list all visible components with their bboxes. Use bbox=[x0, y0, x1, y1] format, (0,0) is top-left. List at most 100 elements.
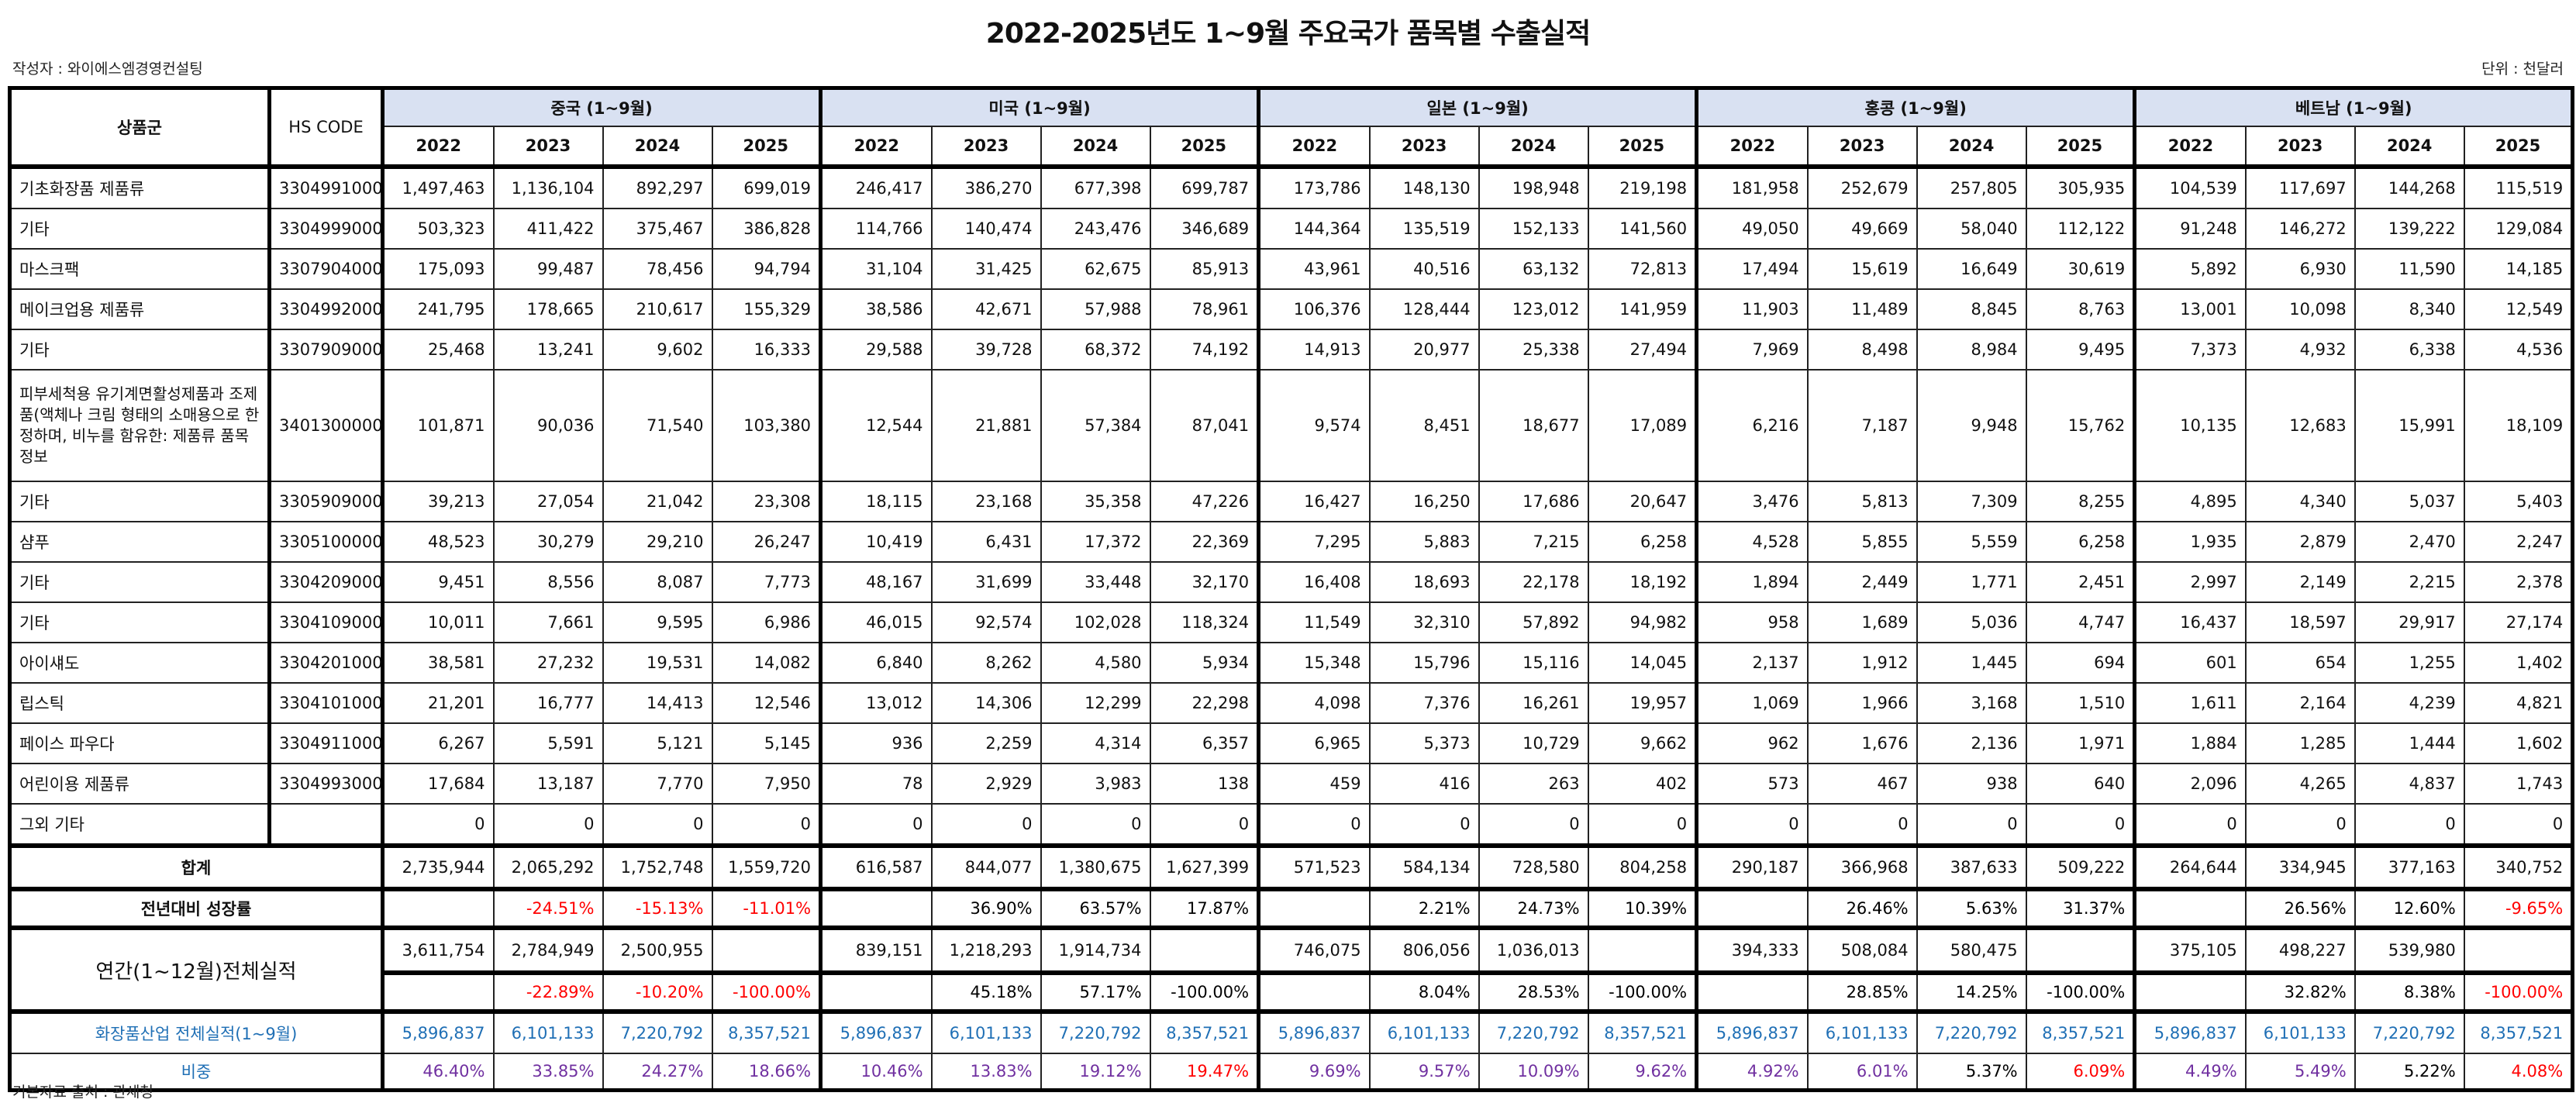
value-cell: 12,544 bbox=[819, 369, 933, 482]
value-cell: 5,591 bbox=[492, 722, 604, 764]
value-cell: 654 bbox=[2244, 642, 2356, 684]
value-cell: 16,261 bbox=[1478, 682, 1589, 724]
industry-row: 화장품산업 전체실적(1~9월) 5,896,837 6,101,133 7,220,… bbox=[9, 1009, 2574, 1054]
value-cell: 155,329 bbox=[711, 288, 822, 330]
share-value: 5.49% bbox=[2244, 1053, 2356, 1091]
growth-value: 36.90% bbox=[930, 887, 1042, 929]
annual-growth-row: -22.89% -10.20% -100.00% 45.18% 57.17% -100.0… bbox=[10, 970, 2574, 1012]
product-name: 어린이용 제품류 bbox=[9, 763, 271, 805]
value-cell: 43,961 bbox=[1257, 248, 1371, 290]
share-value: 4.49% bbox=[2133, 1053, 2247, 1091]
value-cell: 2,470 bbox=[2354, 521, 2465, 563]
value-cell: 0 bbox=[2463, 803, 2574, 846]
value-cell: 2,164 bbox=[2244, 682, 2356, 724]
annual-value bbox=[711, 925, 822, 974]
value-cell: 8,498 bbox=[1806, 329, 1918, 371]
share-value: 5.22% bbox=[2354, 1053, 2465, 1091]
value-cell: 5,036 bbox=[1916, 601, 2027, 643]
value-cell: 3,476 bbox=[1695, 481, 1809, 522]
value-cell: 18,115 bbox=[819, 481, 933, 522]
value-cell: 0 bbox=[492, 803, 604, 846]
value-cell: 23,168 bbox=[930, 481, 1042, 522]
value-cell: 4,239 bbox=[2354, 682, 2465, 724]
industry-value: 5,896,837 bbox=[2133, 1009, 2247, 1054]
value-cell: 2,247 bbox=[2463, 521, 2574, 563]
industry-value: 7,220,792 bbox=[2354, 1009, 2465, 1054]
hs-code: 3304209000 bbox=[267, 561, 384, 603]
value-cell: 38,581 bbox=[381, 642, 495, 684]
table-row: 페이스 파우다 3304911000 6,267 5,591 5,121 5,145 936… bbox=[9, 722, 2574, 764]
value-cell: 15,348 bbox=[1257, 642, 1371, 684]
industry-value: 6,101,133 bbox=[930, 1009, 1042, 1054]
author-label: 작성자 : 와이에스엠경영컨설팅 bbox=[12, 60, 203, 78]
industry-value: 7,220,792 bbox=[1040, 1009, 1151, 1054]
value-cell: 0 bbox=[1806, 803, 1918, 846]
total-value: 616,587 bbox=[819, 843, 933, 890]
value-cell: 117,697 bbox=[2244, 164, 2356, 209]
value-cell: 178,665 bbox=[492, 288, 604, 330]
value-cell: 243,476 bbox=[1040, 208, 1151, 250]
value-cell: 6,965 bbox=[1257, 722, 1371, 764]
value-cell: 16,408 bbox=[1257, 561, 1371, 603]
value-cell: 1,402 bbox=[2463, 642, 2574, 684]
industry-value: 6,101,133 bbox=[492, 1009, 604, 1054]
value-cell: 102,028 bbox=[1040, 601, 1151, 643]
growth-label: 전년대비 성장률 bbox=[9, 887, 384, 929]
value-cell: 152,133 bbox=[1478, 208, 1589, 250]
value-cell: 15,991 bbox=[2354, 369, 2465, 482]
value-cell: 57,384 bbox=[1040, 369, 1151, 482]
value-cell: 38,586 bbox=[819, 288, 933, 330]
value-cell: 4,265 bbox=[2244, 763, 2356, 805]
product-name: 기타 bbox=[9, 601, 271, 643]
total-value: 387,633 bbox=[1916, 843, 2027, 890]
industry-value: 7,220,792 bbox=[1916, 1009, 2027, 1054]
value-cell: 0 bbox=[2025, 803, 2136, 846]
value-cell: 14,045 bbox=[1587, 642, 1698, 684]
total-value: 1,559,720 bbox=[711, 843, 822, 890]
value-cell: 173,786 bbox=[1257, 164, 1371, 209]
value-cell: 2,449 bbox=[1806, 561, 1918, 603]
value-cell: 10,011 bbox=[381, 601, 495, 643]
value-cell: 22,298 bbox=[1149, 682, 1260, 724]
value-cell: 257,805 bbox=[1916, 164, 2027, 209]
value-cell: 78 bbox=[819, 763, 933, 805]
value-cell: 402 bbox=[1587, 763, 1698, 805]
value-cell: 699,787 bbox=[1149, 164, 1260, 209]
value-cell: 85,913 bbox=[1149, 248, 1260, 290]
value-cell: 2,929 bbox=[930, 763, 1042, 805]
growth-value bbox=[381, 887, 495, 929]
value-cell: 20,977 bbox=[1368, 329, 1480, 371]
total-value: 2,735,944 bbox=[381, 843, 495, 890]
value-cell: 42,671 bbox=[930, 288, 1042, 330]
growth-value bbox=[1695, 887, 1809, 929]
year-header: 2024 bbox=[602, 126, 713, 167]
growth-value: -24.51% bbox=[492, 887, 604, 929]
industry-value: 6,101,133 bbox=[1806, 1009, 1918, 1054]
value-cell: 9,595 bbox=[602, 601, 713, 643]
value-cell: 25,338 bbox=[1478, 329, 1589, 371]
value-cell: 252,679 bbox=[1806, 164, 1918, 209]
value-cell: 18,693 bbox=[1368, 561, 1480, 603]
value-cell: 12,546 bbox=[711, 682, 822, 724]
value-cell: 7,950 bbox=[711, 763, 822, 805]
value-cell: 8,556 bbox=[492, 561, 604, 603]
value-cell: 10,098 bbox=[2244, 288, 2356, 330]
value-cell: 0 bbox=[2133, 803, 2247, 846]
value-cell: 144,364 bbox=[1257, 208, 1371, 250]
value-cell: 1,935 bbox=[2133, 521, 2247, 563]
country-header: 홍콩 (1~9월) bbox=[1695, 87, 2136, 127]
value-cell: 175,093 bbox=[381, 248, 495, 290]
growth-value: 10.39% bbox=[1587, 887, 1698, 929]
total-value: 844,077 bbox=[930, 843, 1042, 890]
value-cell: 9,662 bbox=[1587, 722, 1698, 764]
annual-growth-value: 28.53% bbox=[1478, 970, 1589, 1012]
value-cell: 7,661 bbox=[492, 601, 604, 643]
annual-growth-value: -10.20% bbox=[602, 970, 713, 1012]
hs-code: 3304109000 bbox=[267, 601, 384, 643]
value-cell: 29,210 bbox=[602, 521, 713, 563]
value-cell: 9,574 bbox=[1257, 369, 1371, 482]
year-header: 2023 bbox=[2244, 126, 2356, 167]
value-cell: 1,069 bbox=[1695, 682, 1809, 724]
value-cell: 48,167 bbox=[819, 561, 933, 603]
value-cell: 3,168 bbox=[1916, 682, 2027, 724]
